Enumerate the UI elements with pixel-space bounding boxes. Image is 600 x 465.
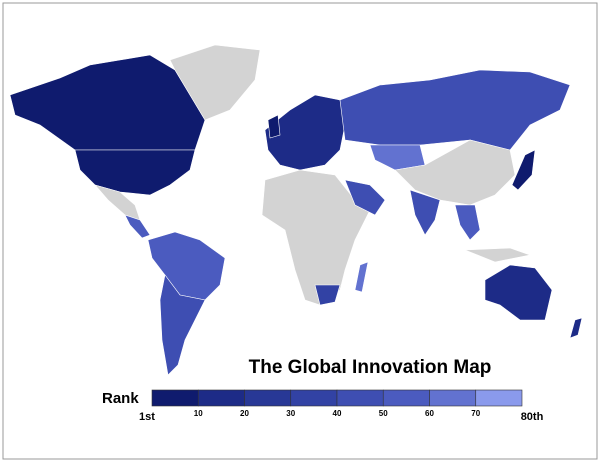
new-zealand [569,317,583,339]
southeast-asia [454,204,481,241]
legend-tick-label: 1st [139,411,155,423]
madagascar [354,261,369,293]
legend-tick-label: 40 [333,409,342,418]
indonesia [464,247,532,263]
legend-tick-label: 10 [194,409,203,418]
legend-tick-label: 30 [286,409,295,418]
legend-swatch [290,389,338,407]
legend-tick-label: 60 [425,409,434,418]
india [409,189,441,236]
legend-tick-label: 50 [379,409,388,418]
legend-label: Rank [102,390,139,407]
map-title: The Global Innovation Map [249,357,492,378]
legend-swatch [475,389,523,407]
legend: 1st 10 20 30 40 50 60 70 80th [139,389,544,423]
usa [74,149,196,196]
legend-swatch [382,389,430,407]
legend-swatch [244,389,292,407]
legend-swatch [151,389,199,407]
legend-tick-label: 70 [471,409,480,418]
south-africa [314,284,341,306]
legend-swatch [336,389,384,407]
europe [264,94,346,171]
uk [267,114,281,139]
middle-east [344,179,386,216]
legend-tick-label: 20 [240,409,249,418]
australia [484,264,553,321]
world-map [9,44,583,376]
south-america-north [147,231,226,301]
legend-swatch [197,389,245,407]
legend-tick-label: 80th [521,411,544,423]
south-america-south [159,274,206,376]
greenland [169,44,261,121]
china-asia [394,139,516,206]
africa [261,169,371,306]
central-america [124,214,151,239]
legend-swatch [429,389,477,407]
japan [511,149,536,191]
